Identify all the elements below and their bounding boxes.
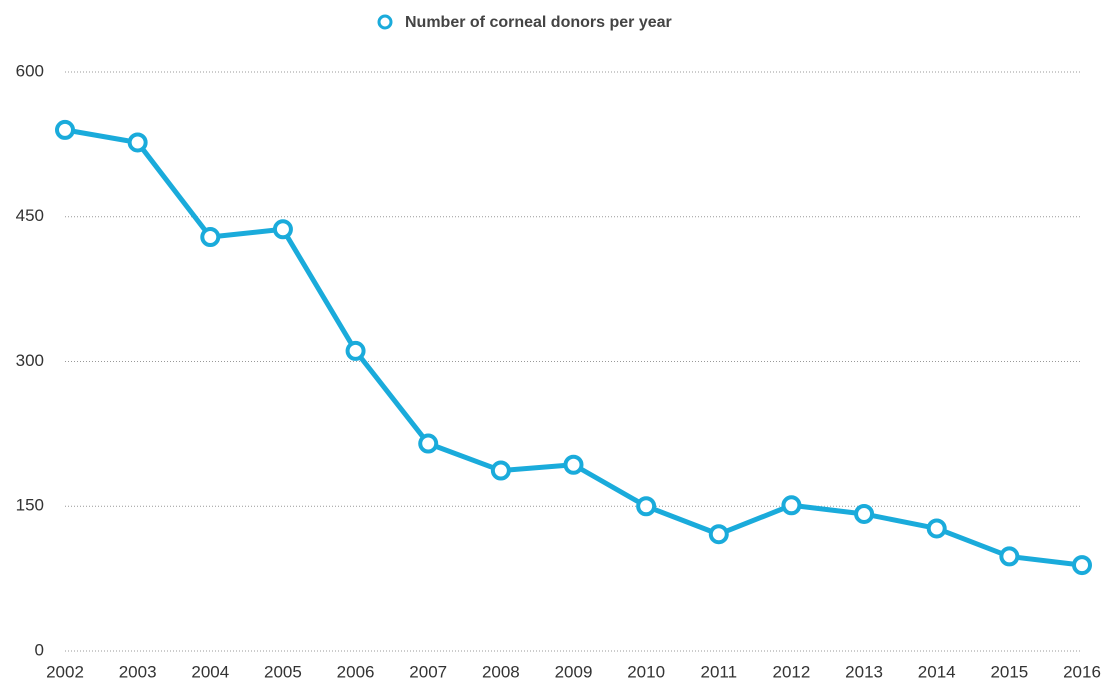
y-tick-label: 0 xyxy=(35,640,44,659)
x-tick-label: 2006 xyxy=(337,662,375,681)
data-point xyxy=(999,546,1020,567)
data-point xyxy=(781,495,802,516)
y-tick-label: 150 xyxy=(16,496,44,515)
legend-marker xyxy=(377,14,393,30)
x-tick-label: 2005 xyxy=(264,662,302,681)
x-tick-label: 2015 xyxy=(990,662,1028,681)
data-point xyxy=(55,119,75,140)
y-tick-label: 450 xyxy=(16,206,44,225)
x-tick-label: 2002 xyxy=(46,662,84,681)
legend: Number of corneal donors per year xyxy=(377,14,672,31)
data-point xyxy=(563,454,584,475)
data-point xyxy=(127,132,148,153)
x-tick-label: 2007 xyxy=(409,662,447,681)
x-tick-label: 2013 xyxy=(845,662,883,681)
data-point xyxy=(1072,555,1092,576)
data-point xyxy=(272,219,293,240)
data-point xyxy=(636,496,657,517)
x-tick-label: 2014 xyxy=(918,662,956,681)
x-tick-label: 2012 xyxy=(773,662,811,681)
legend-label: Number of corneal donors per year xyxy=(405,14,672,31)
series-line xyxy=(64,127,1083,568)
x-tick-label: 2004 xyxy=(191,662,229,681)
y-tick-label: 300 xyxy=(16,351,44,370)
data-point xyxy=(490,460,511,481)
data-point xyxy=(345,340,366,361)
data-point xyxy=(708,524,729,545)
x-tick-label: 2003 xyxy=(119,662,157,681)
x-tick-label: 2008 xyxy=(482,662,520,681)
data-point xyxy=(854,503,875,524)
data-point xyxy=(926,518,947,539)
x-tick-label: 2016 xyxy=(1063,662,1101,681)
x-tick-label: 2009 xyxy=(555,662,593,681)
x-tick-label: 2011 xyxy=(701,662,738,681)
y-tick-label: 600 xyxy=(16,61,44,80)
data-point xyxy=(200,227,221,248)
data-point xyxy=(418,433,439,454)
x-tick-label: 2010 xyxy=(627,662,665,681)
